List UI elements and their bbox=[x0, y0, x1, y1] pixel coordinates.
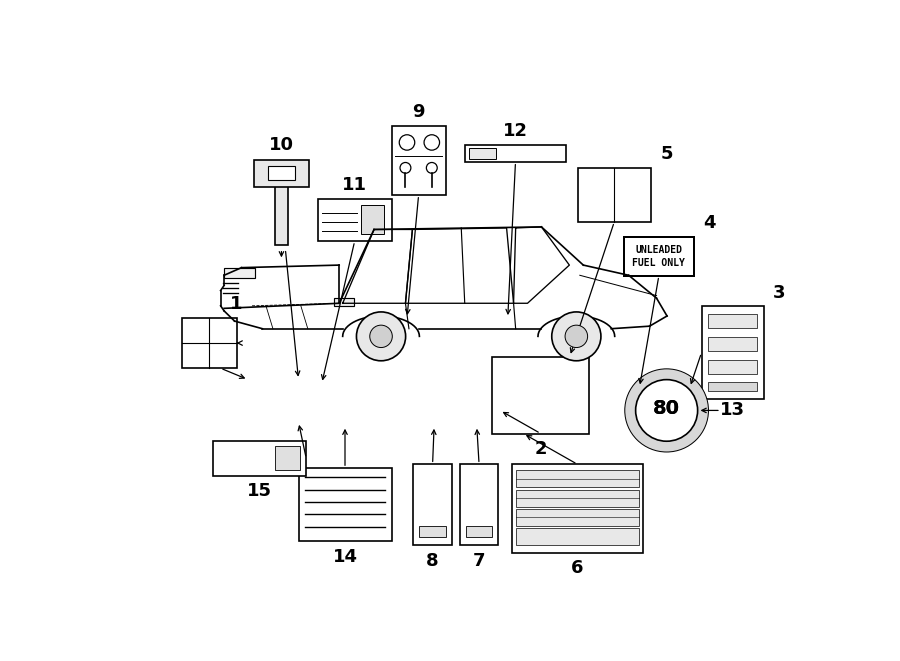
Bar bbox=[517, 509, 639, 526]
Text: 7: 7 bbox=[472, 551, 485, 570]
Bar bbox=[465, 145, 566, 162]
Bar bbox=[511, 464, 644, 553]
Circle shape bbox=[565, 325, 588, 348]
Bar bbox=[466, 526, 492, 537]
Bar bbox=[460, 464, 499, 545]
Bar bbox=[624, 237, 694, 276]
Text: 1: 1 bbox=[230, 295, 243, 313]
Bar bbox=[255, 160, 309, 187]
Bar bbox=[392, 126, 446, 195]
Bar bbox=[517, 471, 639, 487]
Bar bbox=[707, 337, 757, 351]
Circle shape bbox=[625, 369, 708, 452]
Bar bbox=[578, 168, 651, 222]
Bar bbox=[469, 148, 496, 159]
Bar bbox=[213, 442, 306, 476]
Bar bbox=[517, 490, 639, 507]
Text: 13: 13 bbox=[720, 401, 745, 420]
Circle shape bbox=[552, 312, 601, 361]
Text: 14: 14 bbox=[332, 548, 357, 566]
Bar bbox=[413, 464, 452, 545]
Text: 5: 5 bbox=[661, 145, 673, 163]
Text: 15: 15 bbox=[248, 483, 272, 500]
Bar bbox=[707, 314, 757, 328]
Text: 8: 8 bbox=[427, 551, 439, 570]
Text: UNLEADED
FUEL ONLY: UNLEADED FUEL ONLY bbox=[633, 245, 685, 268]
Bar bbox=[224, 268, 256, 278]
Bar bbox=[707, 360, 757, 374]
Text: 11: 11 bbox=[342, 176, 367, 194]
Circle shape bbox=[356, 312, 406, 361]
Circle shape bbox=[635, 379, 698, 442]
Text: 9: 9 bbox=[412, 102, 425, 121]
Text: 3: 3 bbox=[773, 284, 785, 301]
Circle shape bbox=[635, 379, 698, 442]
Text: 10: 10 bbox=[269, 136, 294, 154]
Text: 6: 6 bbox=[572, 559, 584, 577]
Bar bbox=[275, 446, 300, 471]
Text: 80: 80 bbox=[653, 399, 680, 418]
Bar bbox=[492, 356, 590, 434]
Text: 12: 12 bbox=[503, 122, 528, 140]
Bar bbox=[267, 167, 295, 180]
Bar bbox=[517, 528, 639, 545]
Bar bbox=[182, 318, 237, 368]
Text: 4: 4 bbox=[703, 214, 716, 232]
Bar bbox=[334, 298, 354, 306]
Bar bbox=[275, 183, 288, 245]
Bar bbox=[707, 382, 757, 391]
Text: 2: 2 bbox=[535, 440, 547, 458]
Bar bbox=[299, 468, 392, 541]
Circle shape bbox=[370, 325, 392, 348]
Bar bbox=[701, 307, 763, 399]
Bar bbox=[361, 205, 383, 234]
Bar bbox=[318, 199, 392, 241]
Bar bbox=[419, 526, 446, 537]
Text: 80: 80 bbox=[653, 399, 680, 418]
